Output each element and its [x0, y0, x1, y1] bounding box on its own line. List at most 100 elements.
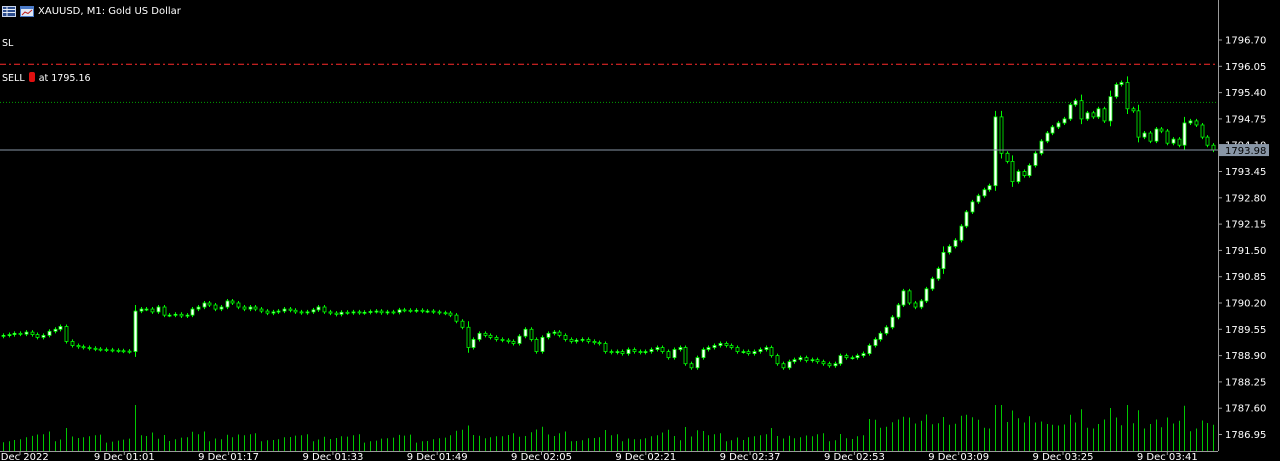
candle-body	[357, 311, 362, 314]
candle-body	[299, 311, 304, 314]
candle-body	[643, 351, 648, 353]
candle-body	[1091, 112, 1096, 118]
candle-body	[104, 349, 109, 351]
candle-body	[185, 314, 190, 317]
candle-body	[41, 334, 46, 338]
candle-body	[936, 268, 941, 280]
candle-body	[173, 313, 178, 316]
candle-body	[1148, 132, 1153, 142]
candle-body	[316, 306, 321, 311]
candle-body	[626, 349, 631, 354]
chart-window-icon	[20, 5, 34, 17]
candle-body	[867, 345, 872, 354]
candle-body	[1171, 138, 1176, 144]
candle-body	[569, 339, 574, 342]
candle-body	[1085, 112, 1090, 120]
candle-body	[93, 347, 98, 350]
time-tick-label: 9 Dec 2022	[0, 452, 49, 461]
candle-body	[924, 288, 929, 302]
candle-body	[305, 311, 310, 314]
candle-body	[574, 339, 579, 342]
candle-body	[345, 311, 350, 314]
candle-body	[420, 309, 425, 312]
time-tick-label: 9 Dec 03:09	[928, 452, 989, 461]
candle-body	[483, 332, 488, 336]
grid-icon	[2, 5, 16, 17]
price-tick-label: 1790.85	[1225, 272, 1266, 283]
candle-body	[976, 195, 981, 203]
candle-body	[609, 351, 614, 353]
candle-body	[179, 313, 184, 317]
candle-body	[678, 347, 683, 350]
candle-body	[437, 311, 442, 314]
candle-body	[58, 326, 63, 330]
candle-body	[362, 311, 367, 314]
candle-body	[666, 351, 671, 359]
candle-body	[1125, 82, 1130, 110]
sell-order-label[interactable]: SELL at 1795.16	[2, 72, 91, 84]
candle-body	[196, 306, 201, 310]
candle-body	[741, 351, 746, 353]
candle-body	[632, 349, 637, 352]
candle-body	[775, 355, 780, 365]
candle-body	[792, 359, 797, 363]
candle-body	[993, 116, 998, 187]
candle-body	[844, 355, 849, 359]
candle-body	[190, 308, 195, 316]
time-tick-label: 9 Dec 01:33	[302, 452, 363, 461]
candle-body	[339, 311, 344, 315]
price-tick-label: 1790.20	[1225, 299, 1266, 310]
candle-body	[563, 334, 568, 340]
time-tick-label: 9 Dec 03:41	[1137, 452, 1198, 461]
candle-body	[127, 350, 132, 353]
time-tick-label: 9 Dec 02:53	[824, 452, 885, 461]
candle-body	[35, 334, 40, 338]
candle-body	[1073, 100, 1078, 106]
time-tick-label: 9 Dec 01:01	[94, 452, 155, 461]
candle-body	[1056, 122, 1061, 128]
candle-body	[1096, 108, 1101, 118]
candle-body	[1114, 84, 1119, 98]
time-tick-label: 9 Dec 02:21	[615, 452, 676, 461]
candle-body	[47, 330, 52, 336]
candle-body	[334, 312, 339, 315]
candle-body	[271, 311, 276, 314]
candle-body	[964, 211, 969, 227]
candle-body	[746, 351, 751, 354]
candle-body	[970, 201, 975, 213]
candle-body	[1050, 126, 1055, 134]
candle-body	[70, 341, 75, 346]
candle-body	[53, 328, 58, 332]
candle-body	[506, 339, 511, 342]
candle-body	[701, 349, 706, 359]
candle-body	[1142, 132, 1147, 138]
candle-body	[638, 351, 643, 353]
candle-body	[276, 310, 281, 313]
candle-body	[999, 116, 1004, 154]
candle-body	[959, 225, 964, 241]
candle-body	[1154, 128, 1159, 142]
time-tick-label: 9 Dec 03:25	[1033, 452, 1094, 461]
candle-body	[7, 334, 12, 336]
candle-body	[586, 339, 591, 342]
candle-body	[735, 347, 740, 352]
bid-price-label: 1793.98	[1225, 146, 1266, 157]
candle-body	[1205, 136, 1210, 146]
price-tick-label: 1786.95	[1225, 430, 1266, 441]
candle-body	[24, 331, 29, 335]
time-tick-label: 9 Dec 02:05	[511, 452, 572, 461]
candle-body	[982, 189, 987, 197]
candle-body	[139, 308, 144, 312]
candle-body	[987, 185, 992, 191]
candle-body	[620, 351, 625, 354]
candle-body	[1211, 144, 1216, 151]
price-tick-label: 1796.70	[1225, 36, 1266, 47]
candle-body	[282, 308, 287, 312]
candle-body	[655, 347, 660, 350]
order-marker-icon	[28, 72, 35, 82]
candle-body	[391, 311, 396, 314]
candle-body	[672, 349, 677, 359]
candle-body	[947, 245, 952, 253]
candle-body	[454, 314, 459, 322]
